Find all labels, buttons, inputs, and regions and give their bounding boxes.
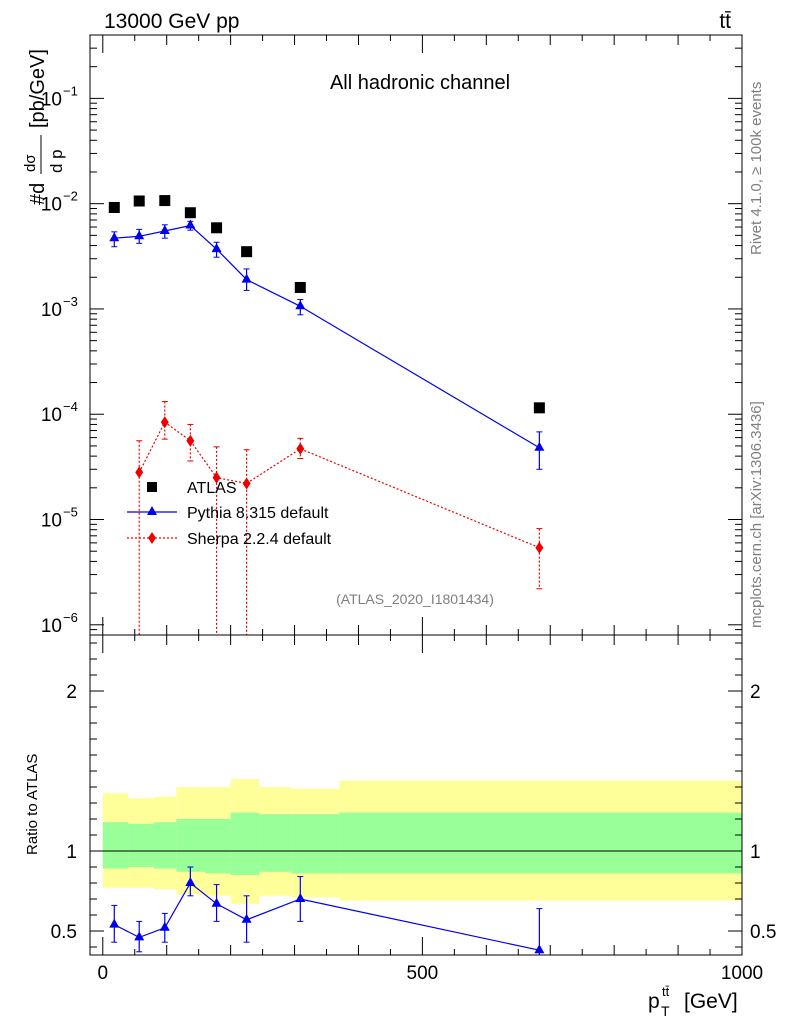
legend-sherpa-marker [148,532,156,544]
main-ytick-exponent: −4 [63,399,78,414]
mcplots-label: mcplots.cern.ch [arXiv:1306.3436] [748,401,765,628]
atlas-point [133,195,145,207]
main-ytick-label: 10 [41,616,62,637]
sherpa-point [160,416,169,429]
ratio-pythia-point [185,877,196,886]
ratio-ytick-label-right: 2 [750,682,761,703]
ratio-ytick-label: 1 [66,842,77,863]
atlas-uncertainty-band-inner [176,819,206,872]
main-ylabel: #d dσ d p [pb/GeV] [22,49,66,205]
main-ylabel-prefix: #d [27,183,49,205]
pythia-line [114,224,540,449]
ratio-pythia-line [114,882,540,951]
ratio-ytick-label: 2 [66,682,77,703]
sherpa-point [186,434,195,447]
main-ytick-exponent: −1 [63,83,78,98]
main-ytick-label: 10 [41,300,62,321]
main-ylabel-numerator: dσ [22,154,39,172]
legend: ATLAS Pythia 8.315 default Sherpa 2.2.4 … [127,480,332,548]
atlas-point [184,207,196,219]
main-ylabel-unit: [pb/GeV] [27,49,49,128]
process-label: tt̄ [719,10,731,33]
sherpa-point [296,442,305,455]
main-ytick-label: 10 [41,195,62,216]
atlas-uncertainty-band-inner [291,814,340,874]
xtick-label: 500 [407,963,439,984]
legend-pythia-label: Pythia 8.315 default [187,505,329,522]
legend-atlas-marker [147,482,157,492]
ratio-ytick-label: 0.5 [51,922,77,943]
atlas-uncertainty-band-inner [102,822,129,869]
atlas-point [159,195,171,207]
main-ytick-label: 10 [41,89,62,110]
main-ytick-label: 10 [41,405,62,426]
ratio-pythia-point [211,897,222,907]
xtick-label: 1000 [721,963,763,984]
pythia-point [134,230,145,240]
ratio-frame [89,634,743,956]
main-ytick-exponent: −2 [63,189,78,204]
xaxis-title-sup: tt̄ [662,984,670,999]
ratio-pythia-point [134,931,145,941]
ratio-ytick-label-right: 0.5 [750,922,776,943]
atlas-point [533,402,545,414]
pythia-point [185,219,196,229]
xaxis-title-unit: [GeV] [684,990,738,1013]
xaxis-title: p T tt̄ [GeV] [648,984,738,1019]
sherpa-point [535,541,544,554]
ratio-ylabel: Ratio to ATLAS [24,754,41,855]
atlas-point [294,281,306,293]
sherpa-point [135,466,144,479]
ratio-pythia-point [241,913,252,923]
legend-pythia-marker [147,506,157,515]
main-ytick-exponent: −3 [63,294,78,309]
atlas-uncertainty-band-inner [230,812,260,875]
ratio-pythia-point [534,944,545,954]
main-ytick-label: 10 [41,511,62,532]
analysis-watermark: (ATLAS_2020_I1801434) [336,591,494,607]
energy-label: 13000 GeV pp [104,10,239,33]
pythia-point [534,441,545,451]
atlas-point [241,246,253,258]
atlas-uncertainty-band-inner [339,812,742,874]
sherpa-point [212,471,221,484]
atlas-uncertainty-band-inner [259,814,292,872]
main-ylabel-denominator: d p [47,149,66,173]
atlas-uncertainty-band-inner [205,819,231,874]
atlas-uncertainty-band-inner [153,822,177,869]
atlas-uncertainty-band-inner [128,823,154,867]
legend-entry-atlas: ATLAS [147,480,237,497]
ratio-ytick-label-right: 1 [750,842,761,863]
main-title: All hadronic channel [330,72,510,94]
main-panel: All hadronic channel (ATLAS_2020_I180143… [41,34,743,637]
ratio-pythia-point [295,893,306,902]
xaxis-title-base: p [648,990,660,1013]
legend-sherpa-label: Sherpa 2.2.4 default [187,531,332,548]
atlas-point [108,201,120,213]
ratio-pythia-point [109,918,120,928]
xaxis-title-sub: T [661,1003,670,1019]
legend-entry-pythia: Pythia 8.315 default [127,505,329,522]
atlas-point [211,222,223,234]
rivet-label: Rivet 4.1.0, ≥ 100k events [748,82,765,255]
sherpa-point [242,477,251,490]
ratio-panel: 0.5 0.5 1 1 2 2 0 500 1000 [51,634,776,984]
main-ytick-exponent: −6 [63,610,78,625]
pythia-point [159,225,170,235]
xtick-label: 0 [97,963,108,984]
legend-atlas-label: ATLAS [187,480,237,497]
legend-entry-sherpa: Sherpa 2.2.4 default [127,531,332,548]
pythia-point [295,300,306,310]
main-ytick-exponent: −5 [63,505,78,520]
pythia-point [241,273,252,283]
pythia-point [109,232,120,242]
pythia-point [211,243,222,253]
ratio-pythia-point [159,921,170,931]
